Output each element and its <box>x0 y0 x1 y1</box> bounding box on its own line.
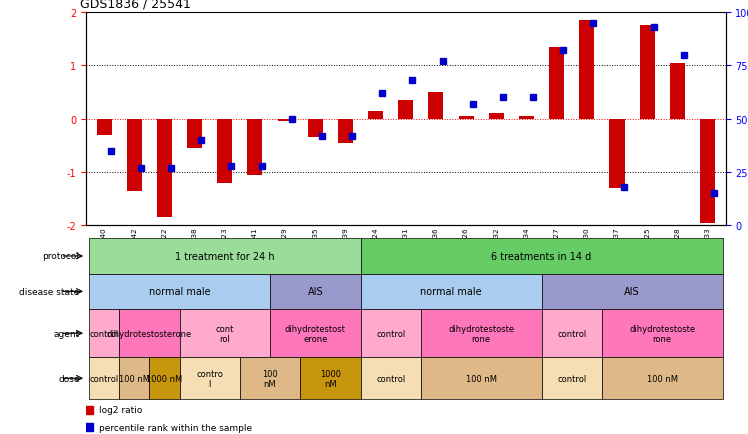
Bar <box>126 119 142 191</box>
Text: 6 treatments in 14 d: 6 treatments in 14 d <box>491 251 592 261</box>
Bar <box>180 358 240 399</box>
Bar <box>610 119 625 188</box>
Bar <box>421 358 542 399</box>
Bar <box>421 309 542 358</box>
Bar <box>248 119 263 175</box>
Bar <box>640 26 654 119</box>
Bar <box>542 274 723 309</box>
Bar <box>368 112 383 119</box>
Bar <box>180 309 270 358</box>
Text: 100 nM: 100 nM <box>647 374 678 383</box>
Text: dose: dose <box>58 374 79 383</box>
Text: disease state: disease state <box>19 287 79 296</box>
Text: 100 nM: 100 nM <box>466 374 497 383</box>
Text: control: control <box>90 374 119 383</box>
Text: percentile rank within the sample: percentile rank within the sample <box>99 423 252 431</box>
Bar <box>542 309 602 358</box>
Bar <box>669 63 685 119</box>
Bar <box>361 309 421 358</box>
Bar <box>338 119 353 143</box>
Text: 1000 nM: 1000 nM <box>147 374 183 383</box>
Bar <box>361 274 542 309</box>
Bar <box>96 119 111 135</box>
Bar <box>398 101 414 119</box>
Bar <box>542 358 602 399</box>
Bar <box>89 239 361 274</box>
Text: AIS: AIS <box>625 287 640 297</box>
Bar <box>278 119 292 122</box>
Bar <box>602 309 723 358</box>
Bar <box>519 117 534 119</box>
Bar <box>270 309 361 358</box>
Text: contro
l: contro l <box>196 369 223 388</box>
Bar <box>361 358 421 399</box>
Bar <box>240 358 300 399</box>
Bar <box>459 117 473 119</box>
Text: cont
rol: cont rol <box>215 324 234 343</box>
Bar <box>217 119 233 183</box>
Text: 100
nM: 100 nM <box>262 369 278 388</box>
Bar <box>361 239 723 274</box>
Text: control: control <box>557 374 586 383</box>
Bar <box>157 119 172 218</box>
Bar <box>270 274 361 309</box>
Text: control: control <box>376 329 405 338</box>
Bar <box>119 309 180 358</box>
Text: normal male: normal male <box>420 287 482 297</box>
Text: dihydrotestosterone: dihydrotestosterone <box>107 329 192 338</box>
Text: normal male: normal male <box>149 287 210 297</box>
Text: GDS1836 / 25541: GDS1836 / 25541 <box>79 0 191 10</box>
Text: 100 nM: 100 nM <box>119 374 150 383</box>
Bar <box>429 93 444 119</box>
Text: dihydrotestoste
rone: dihydrotestoste rone <box>448 324 515 343</box>
Bar <box>700 119 715 223</box>
Bar <box>549 48 564 119</box>
Text: control: control <box>376 374 405 383</box>
Bar <box>89 358 119 399</box>
Text: AIS: AIS <box>307 287 323 297</box>
Bar <box>307 119 323 138</box>
Text: protocol: protocol <box>43 252 79 261</box>
Text: control: control <box>90 329 119 338</box>
Bar <box>119 358 150 399</box>
Text: dihydrotestost
erone: dihydrotestost erone <box>285 324 346 343</box>
Text: control: control <box>557 329 586 338</box>
Bar <box>300 358 361 399</box>
Bar <box>187 119 202 148</box>
Bar <box>579 21 595 119</box>
Text: dihydrotestoste
rone: dihydrotestoste rone <box>629 324 696 343</box>
Text: agent: agent <box>53 329 79 338</box>
Bar <box>89 274 270 309</box>
Bar <box>89 309 119 358</box>
Text: 1000
nM: 1000 nM <box>320 369 341 388</box>
Bar <box>602 358 723 399</box>
Bar <box>150 358 180 399</box>
Bar <box>488 114 504 119</box>
Text: log2 ratio: log2 ratio <box>99 405 142 414</box>
Text: 1 treatment for 24 h: 1 treatment for 24 h <box>175 251 275 261</box>
